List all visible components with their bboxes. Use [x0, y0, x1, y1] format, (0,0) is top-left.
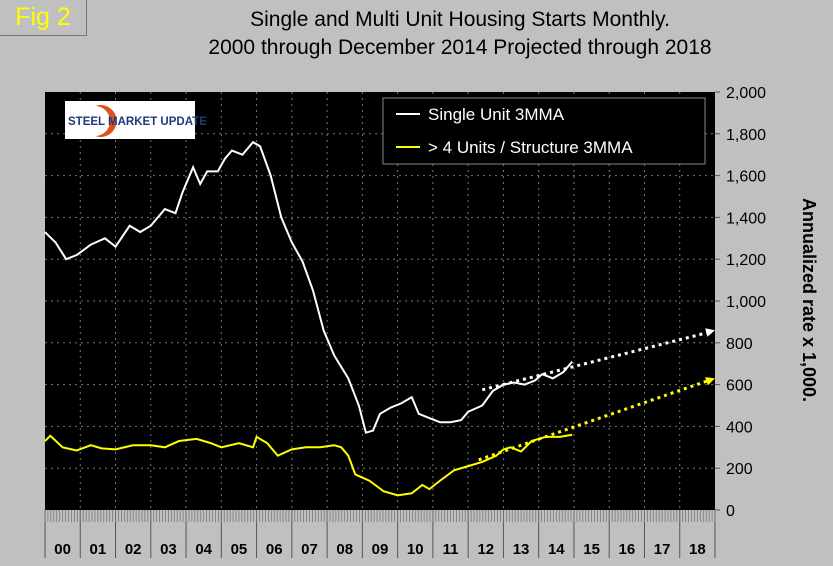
y-tick-label: 1,000: [726, 294, 766, 311]
x-tick-label: 03: [160, 541, 177, 558]
logo-swoosh-icon: [95, 105, 117, 138]
y-tick-label: 200: [726, 461, 753, 478]
y-tick-label: 1,600: [726, 169, 766, 186]
legend-single-unit: Single Unit 3MMA: [428, 105, 565, 124]
multi-unit-projection: [478, 378, 710, 462]
x-tick-label: 11: [443, 541, 459, 558]
axes: 02004006008001,0001,2001,4001,6001,8002,…: [44, 85, 766, 558]
legend: Single Unit 3MMA > 4 Units / Structure 3…: [382, 97, 706, 165]
x-tick-label: 09: [372, 541, 389, 558]
x-tick-label: 14: [548, 541, 565, 558]
y-tick-label: 0: [726, 503, 735, 520]
x-tick-label: 08: [336, 541, 353, 558]
logo-text: STEEL MARKET UPDATE: [68, 116, 207, 128]
x-tick-label: 01: [90, 541, 107, 558]
x-tick-label: 16: [618, 541, 635, 558]
x-tick-label: 00: [54, 541, 71, 558]
x-month-ticks: [44, 510, 716, 522]
x-tick-label: 15: [583, 541, 600, 558]
x-tick-label: 10: [407, 541, 424, 558]
x-tick-label: 06: [266, 541, 283, 558]
single-unit-line: [44, 140, 573, 434]
y-tick-label: 1,200: [726, 252, 766, 269]
x-tick-label: 02: [125, 541, 142, 558]
chart-title: Single and Multi Unit Housing Starts Mon…: [150, 6, 770, 62]
y-tick-label: 400: [726, 419, 753, 436]
legend-multi-unit: > 4 Units / Structure 3MMA: [428, 138, 633, 157]
chart-title-line-2: 2000 through December 2014 Projected thr…: [208, 36, 712, 59]
x-tick-label: 18: [689, 541, 706, 558]
arrowhead-icon: [705, 328, 715, 337]
y-tick-label: 1,800: [726, 127, 766, 144]
chart-title-line-1: Single and Multi Unit Housing Starts Mon…: [250, 8, 670, 31]
multi-unit-line: [44, 433, 573, 497]
series-lines: [44, 140, 715, 497]
x-tick-label: 13: [513, 541, 530, 558]
logo: STEEL MARKET UPDATE: [65, 101, 207, 139]
y-tick-label: 1,400: [726, 210, 766, 227]
x-tick-label: 17: [654, 541, 671, 558]
x-tick-label: 07: [301, 541, 318, 558]
y-tick-label: 800: [726, 336, 753, 353]
x-tick-label: 05: [231, 541, 248, 558]
x-tick-label: 12: [477, 541, 494, 558]
x-tick-label: 04: [195, 541, 212, 558]
gridlines: [45, 92, 715, 510]
figure-label: Fig 2: [0, 0, 87, 36]
y-tick-label: 2,000: [726, 85, 766, 102]
y-tick-label: 600: [726, 378, 753, 395]
y-axis-title: Annualized rate x 1,000.: [799, 198, 819, 402]
arrowhead-icon: [705, 377, 715, 386]
